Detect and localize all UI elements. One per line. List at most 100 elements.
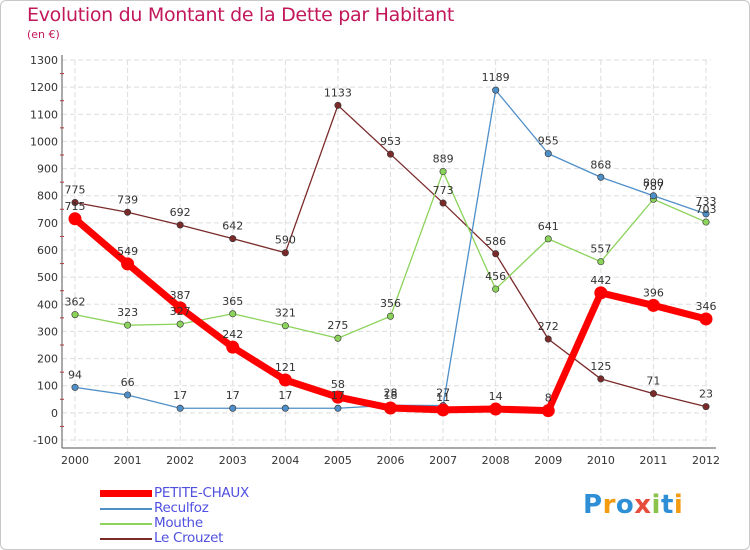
data-label: 773 [433,184,454,197]
data-label: 868 [590,158,611,171]
y-tick-label: 400 [37,298,58,311]
data-label: 17 [226,389,240,402]
y-tick-label: 1200 [30,81,58,94]
y-tick-label: 200 [37,353,58,366]
data-point [278,373,292,387]
data-label: 1133 [324,86,352,99]
data-point [71,383,79,391]
data-point [702,210,710,218]
data-point [71,311,79,319]
data-point [173,301,187,315]
data-point [544,335,552,343]
data-point [386,150,394,158]
data-point [649,390,657,398]
data-point [439,199,447,207]
data-point [492,285,500,293]
data-label: 356 [380,297,401,310]
y-tick-label: 300 [37,325,58,338]
data-point [597,258,605,266]
x-tick-label: 2010 [587,454,615,467]
legend-label: PETITE-CHAUX [154,485,249,501]
data-point [702,218,710,226]
legend-swatch [100,490,152,497]
data-point [436,403,450,417]
data-label: 17 [173,389,187,402]
data-label: 396 [643,286,664,299]
x-tick-label: 2009 [534,454,562,467]
data-label: 272 [538,320,559,333]
y-tick-label: 800 [37,190,58,203]
data-label: 442 [590,274,611,287]
x-tick-label: 2000 [61,454,89,467]
data-point [176,221,184,229]
legend-label: Reculfoz [154,500,209,516]
data-label: 456 [485,270,506,283]
y-tick-label: 100 [37,380,58,393]
data-label: 275 [327,319,348,332]
y-tick-label: 1000 [30,135,58,148]
data-point [176,320,184,328]
data-point [594,286,608,300]
data-point [176,404,184,412]
x-tick-label: 2012 [692,454,720,467]
data-label: 121 [275,361,296,374]
data-point [702,403,710,411]
data-point [68,212,82,226]
y-tick-label: 0 [51,407,58,420]
logo-letter: r [602,490,616,520]
data-label: 242 [222,328,243,341]
data-label: 387 [170,289,191,302]
logo-letter: t [660,490,674,520]
data-label: 955 [538,135,559,148]
data-point [71,199,79,207]
data-point [226,340,240,354]
data-label: 125 [590,360,611,373]
data-label: 321 [275,307,296,320]
series-petite-chaux [68,212,713,418]
data-point [281,322,289,330]
y-tick-label: 600 [37,244,58,257]
data-point [334,404,342,412]
y-tick-label: 1100 [30,108,58,121]
data-point [597,375,605,383]
data-label: 787 [643,180,664,193]
logo-letter: x [634,490,652,520]
logo-letter: i [673,490,684,520]
data-point [646,298,660,312]
legend-swatch [100,538,152,540]
data-label: 27 [436,387,450,400]
data-point [121,257,135,271]
data-point [334,101,342,109]
data-label: 11 [436,391,450,404]
data-label: 18 [384,389,398,402]
data-point [124,321,132,329]
data-point [544,150,552,158]
data-point [229,310,237,318]
logo-letter: o [615,490,635,520]
legend-swatch [100,523,152,525]
data-label: 641 [538,220,559,233]
x-tick-label: 2001 [114,454,142,467]
data-label: 346 [696,300,717,313]
data-label: 800 [643,177,664,190]
chart-title: Evolution du Montant de la Dette par Hab… [27,4,455,26]
data-label: 17 [278,389,292,402]
data-point [229,404,237,412]
y-tick-label: 900 [37,163,58,176]
x-tick-label: 2007 [429,454,457,467]
data-point [281,249,289,257]
x-tick-label: 2006 [377,454,405,467]
chart-subtitle: (en €) [27,28,60,41]
data-point [489,402,503,416]
series-mouthe [71,168,710,342]
data-label: 739 [117,193,138,206]
data-label: 557 [590,243,611,256]
data-point [541,404,555,418]
data-point [124,391,132,399]
x-tick-label: 2003 [219,454,247,467]
legend-label: Le Crouzet [154,530,224,546]
data-label: 715 [65,200,86,213]
data-label: 14 [489,390,503,403]
